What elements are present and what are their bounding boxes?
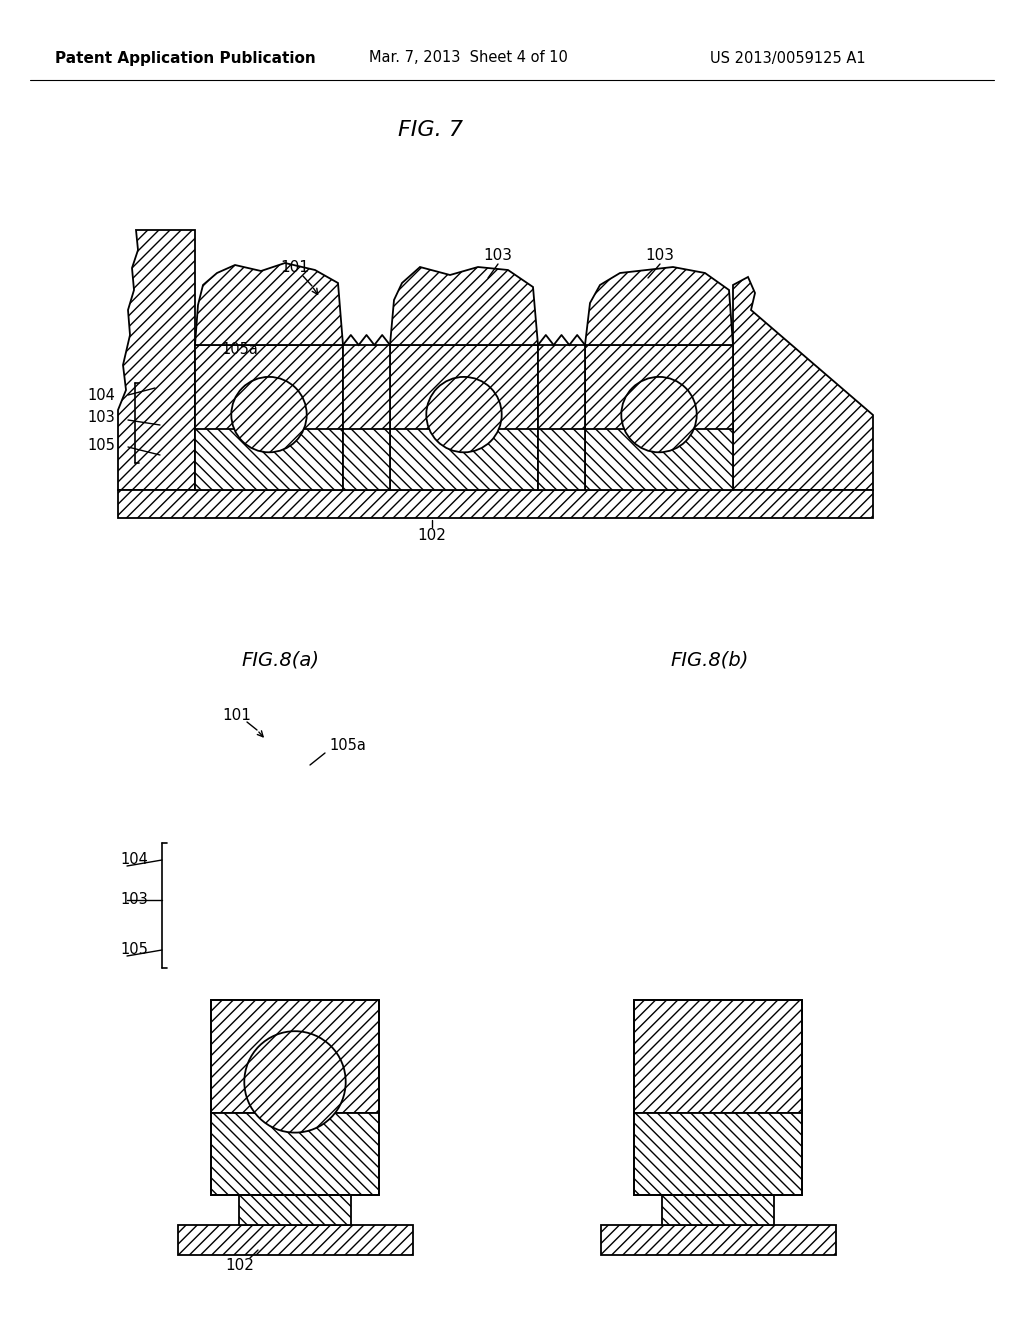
Bar bbox=[195, 429, 343, 490]
Bar bbox=[538, 345, 585, 490]
Text: 103: 103 bbox=[645, 248, 675, 263]
Bar bbox=[585, 345, 733, 490]
Bar bbox=[662, 1195, 774, 1225]
Bar bbox=[211, 1001, 379, 1195]
Text: 103: 103 bbox=[483, 248, 512, 263]
Text: 103: 103 bbox=[120, 892, 148, 908]
Circle shape bbox=[426, 378, 502, 453]
Text: 102: 102 bbox=[418, 528, 446, 543]
Text: 103: 103 bbox=[87, 411, 115, 425]
Text: 104: 104 bbox=[87, 388, 115, 403]
Text: Patent Application Publication: Patent Application Publication bbox=[54, 50, 315, 66]
Bar bbox=[177, 1225, 413, 1255]
Circle shape bbox=[245, 1031, 346, 1133]
Text: 101: 101 bbox=[222, 708, 252, 722]
Bar bbox=[343, 345, 390, 490]
Text: 102: 102 bbox=[225, 1258, 254, 1272]
Text: 105a: 105a bbox=[330, 738, 367, 752]
Polygon shape bbox=[390, 267, 538, 345]
Bar bbox=[211, 1001, 379, 1113]
Text: 105: 105 bbox=[120, 942, 148, 957]
Bar bbox=[211, 1113, 379, 1195]
Text: FIG.8(a): FIG.8(a) bbox=[241, 651, 319, 669]
Polygon shape bbox=[118, 230, 195, 490]
Bar bbox=[390, 345, 538, 490]
Text: FIG.8(b): FIG.8(b) bbox=[671, 651, 750, 669]
Circle shape bbox=[231, 378, 307, 453]
Bar bbox=[538, 429, 585, 490]
Text: US 2013/0059125 A1: US 2013/0059125 A1 bbox=[711, 50, 866, 66]
Polygon shape bbox=[733, 277, 873, 490]
Bar bbox=[634, 1001, 802, 1195]
Bar bbox=[343, 429, 390, 490]
Text: 104: 104 bbox=[120, 853, 148, 867]
Polygon shape bbox=[195, 263, 343, 345]
Text: 105: 105 bbox=[87, 437, 115, 453]
Bar bbox=[239, 1195, 351, 1225]
Bar bbox=[195, 345, 343, 490]
Bar bbox=[600, 1225, 836, 1255]
Bar bbox=[585, 429, 733, 490]
Text: 105a: 105a bbox=[221, 342, 258, 358]
Text: FIG. 7: FIG. 7 bbox=[397, 120, 463, 140]
Bar bbox=[634, 1113, 802, 1195]
Circle shape bbox=[622, 378, 696, 453]
Text: 101: 101 bbox=[281, 260, 309, 276]
Bar bbox=[118, 490, 873, 517]
Bar bbox=[634, 1001, 802, 1113]
Polygon shape bbox=[585, 267, 733, 345]
Bar bbox=[390, 429, 538, 490]
Text: Mar. 7, 2013  Sheet 4 of 10: Mar. 7, 2013 Sheet 4 of 10 bbox=[369, 50, 567, 66]
